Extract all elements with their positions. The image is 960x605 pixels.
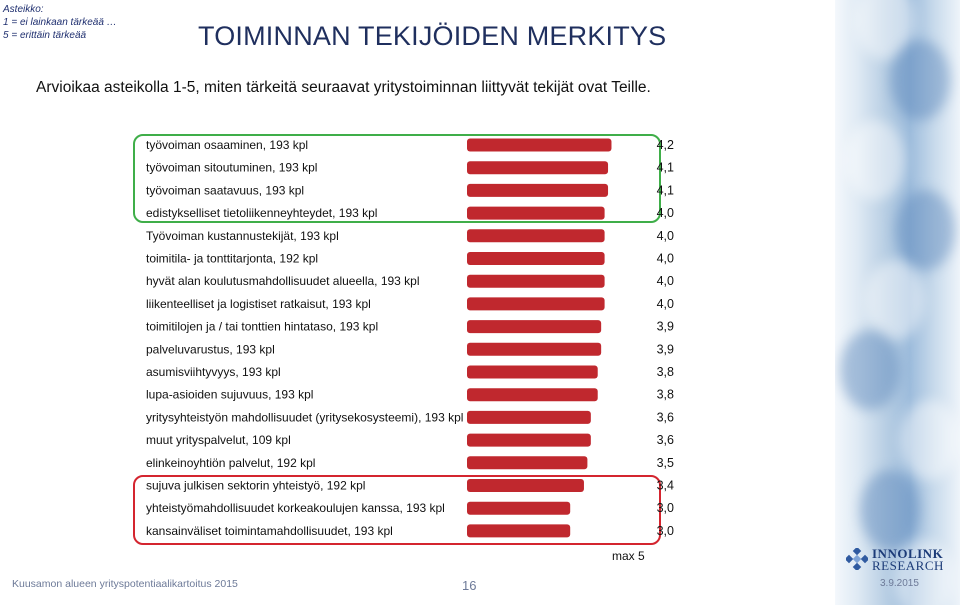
innolink-logo: INNOLINK RESEARCH [844,546,956,574]
value-label: 3,8 [657,365,674,379]
value-label: 3,5 [657,456,674,470]
bar-chart: työvoiman osaaminen, 193 kpl 4,2 työvoiman… [146,138,674,538]
bar [467,161,609,175]
scale-note-heading: Asteikko: [3,4,44,15]
bar [467,229,605,243]
logo-line2: RESEARCH [872,558,944,573]
category-label: työvoiman saatavuus, 193 kpl [146,183,304,197]
category-label: lupa-asioiden sujuvuus, 193 kpl [146,388,313,402]
top-highlight-frame [133,134,661,223]
value-label: 4,1 [657,161,674,175]
category-label: työvoiman osaaminen, 193 kpl [146,138,308,152]
value-label: 4,1 [657,183,674,197]
category-label: palveluvarustus, 193 kpl [146,342,275,356]
value-label: 4,0 [657,297,674,311]
category-label: työvoiman sitoutuminen, 193 kpl [146,161,317,175]
bar [467,183,609,197]
category-label: edistykselliset tietoliikenneyhteydet, 1… [146,206,377,220]
scale-note-low: 1 = ei lainkaan tärkeää … [3,17,117,28]
scale-note-high: 5 = erittäin tärkeää [3,30,87,41]
max-label: max 5 [612,549,645,563]
bar [467,206,605,220]
category-label: muut yrityspalvelut, 109 kpl [146,433,291,447]
scale-note: Asteikko: 1 = ei lainkaan tärkeää … 5 = … [3,3,117,42]
bar [467,479,584,492]
category-label: yhteistyömahdollisuudet korkeakoulujen k… [146,501,445,515]
bar [467,342,602,356]
value-label: 3,0 [657,524,674,538]
value-label: 3,8 [657,388,674,402]
bar [467,388,598,402]
logo-line1: INNOLINK [872,546,944,561]
bar [467,433,591,447]
value-label: 4,0 [657,274,674,288]
bar [467,252,605,265]
page-number: 16 [462,578,477,593]
value-label: 3,0 [657,501,674,515]
category-label: sujuva julkisen sektorin yhteistyö, 192 … [146,479,365,493]
value-label: 4,2 [657,138,674,152]
value-label: 4,0 [657,229,674,243]
bar [467,297,605,311]
value-label: 3,9 [657,320,674,334]
category-label: kansainväliset toimintamahdollisuudet, 1… [146,524,393,538]
logo-text: INNOLINK RESEARCH [872,546,944,573]
bar [467,274,605,288]
category-label: asumisviihtyvyys, 193 kpl [146,365,281,379]
value-label: 3,4 [657,479,674,493]
bar [467,138,612,152]
question-subtitle: Arvioikaa asteikolla 1-5, miten tärkeitä… [36,79,651,96]
logo-mark-icon [844,546,870,572]
category-label: yritysyhteistyön mahdollisuudet (yrityse… [146,410,463,424]
category-label: elinkeinoyhtiön palvelut, 192 kpl [146,456,315,470]
bar [467,410,591,424]
decorative-side-image [835,0,960,605]
bottom-highlight-frame [133,475,661,545]
category-label: toimitilojen ja / tai tonttien hintataso… [146,320,378,334]
value-label: 3,9 [657,342,674,356]
page-title: TOIMINNAN TEKIJÖIDEN MERKITYS [198,21,667,51]
category-label: toimitila- ja tonttitarjonta, 192 kpl [146,252,318,266]
category-label: hyvät alan koulutusmahdollisuudet alueel… [146,274,420,288]
value-label: 3,6 [657,410,674,424]
footer-date: 3.9.2015 [880,578,919,589]
bar [467,524,571,538]
category-label: Työvoiman kustannustekijät, 193 kpl [146,229,339,243]
bar [467,456,588,470]
bar [467,320,602,334]
value-label: 4,0 [657,252,674,266]
bar [467,501,571,515]
category-label: liikenteelliset ja logistiset ratkaisut,… [146,297,371,311]
value-label: 4,0 [657,206,674,220]
footer-report-title: Kuusamon alueen yrityspotentiaalikartoit… [12,578,238,590]
bar [467,365,598,379]
value-label: 3,6 [657,433,674,447]
